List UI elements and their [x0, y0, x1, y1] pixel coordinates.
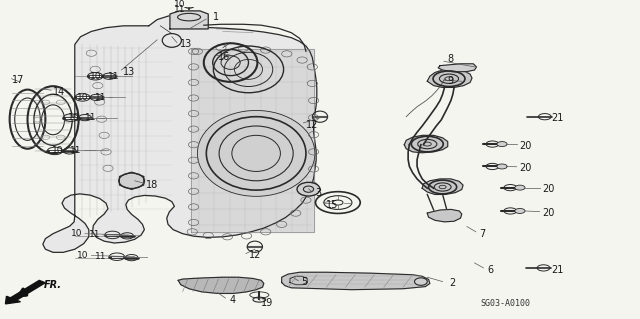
Polygon shape [290, 276, 307, 285]
Text: 6: 6 [487, 265, 493, 275]
Text: 10: 10 [52, 146, 63, 155]
Text: 10: 10 [174, 0, 186, 9]
Text: 20: 20 [542, 184, 555, 194]
Text: 11: 11 [85, 113, 97, 122]
Text: 11: 11 [70, 146, 81, 155]
Text: 8: 8 [448, 55, 454, 64]
Text: 19: 19 [261, 298, 273, 308]
Text: 10: 10 [90, 72, 102, 81]
Text: 14: 14 [53, 87, 65, 97]
Text: 7: 7 [479, 229, 486, 239]
Text: 11: 11 [89, 230, 100, 240]
Text: 1: 1 [212, 12, 219, 22]
Text: SG03-A0100: SG03-A0100 [480, 299, 530, 308]
Polygon shape [43, 13, 317, 252]
Text: 10: 10 [77, 251, 89, 260]
Text: 20: 20 [542, 208, 555, 218]
Polygon shape [191, 49, 314, 232]
Text: 21: 21 [551, 113, 564, 122]
Text: 11: 11 [95, 252, 107, 261]
Text: FR.: FR. [44, 280, 62, 290]
Text: 11: 11 [108, 72, 120, 81]
Polygon shape [282, 272, 430, 290]
Ellipse shape [119, 173, 145, 189]
Text: 4: 4 [229, 295, 236, 305]
Text: 16: 16 [218, 52, 230, 62]
Text: 3: 3 [315, 188, 321, 198]
Polygon shape [404, 135, 448, 153]
Text: 13: 13 [124, 67, 136, 77]
FancyArrow shape [6, 280, 45, 304]
Text: 20: 20 [519, 163, 532, 173]
Ellipse shape [197, 110, 315, 196]
Ellipse shape [515, 209, 525, 213]
Polygon shape [422, 179, 463, 195]
Text: 10: 10 [77, 93, 89, 102]
Ellipse shape [497, 164, 507, 169]
Text: 9: 9 [448, 76, 454, 86]
Ellipse shape [415, 278, 428, 285]
Polygon shape [438, 64, 476, 72]
Text: 20: 20 [519, 141, 532, 151]
Text: 13: 13 [179, 39, 192, 49]
Text: 21: 21 [551, 265, 564, 275]
Text: 15: 15 [326, 200, 338, 210]
Text: 12: 12 [248, 250, 261, 260]
Text: 12: 12 [306, 120, 318, 130]
Text: 10: 10 [71, 229, 83, 238]
Text: 18: 18 [147, 180, 159, 190]
Polygon shape [428, 209, 462, 222]
Polygon shape [170, 11, 208, 29]
Text: 2: 2 [449, 278, 455, 288]
Ellipse shape [515, 185, 525, 190]
Ellipse shape [297, 182, 320, 196]
Polygon shape [178, 277, 264, 293]
Text: 17: 17 [12, 75, 24, 85]
Text: 11: 11 [174, 5, 186, 14]
Ellipse shape [497, 142, 507, 146]
Text: 5: 5 [301, 277, 307, 287]
Polygon shape [428, 70, 472, 87]
Text: 10: 10 [68, 113, 79, 122]
Text: 11: 11 [95, 93, 107, 102]
